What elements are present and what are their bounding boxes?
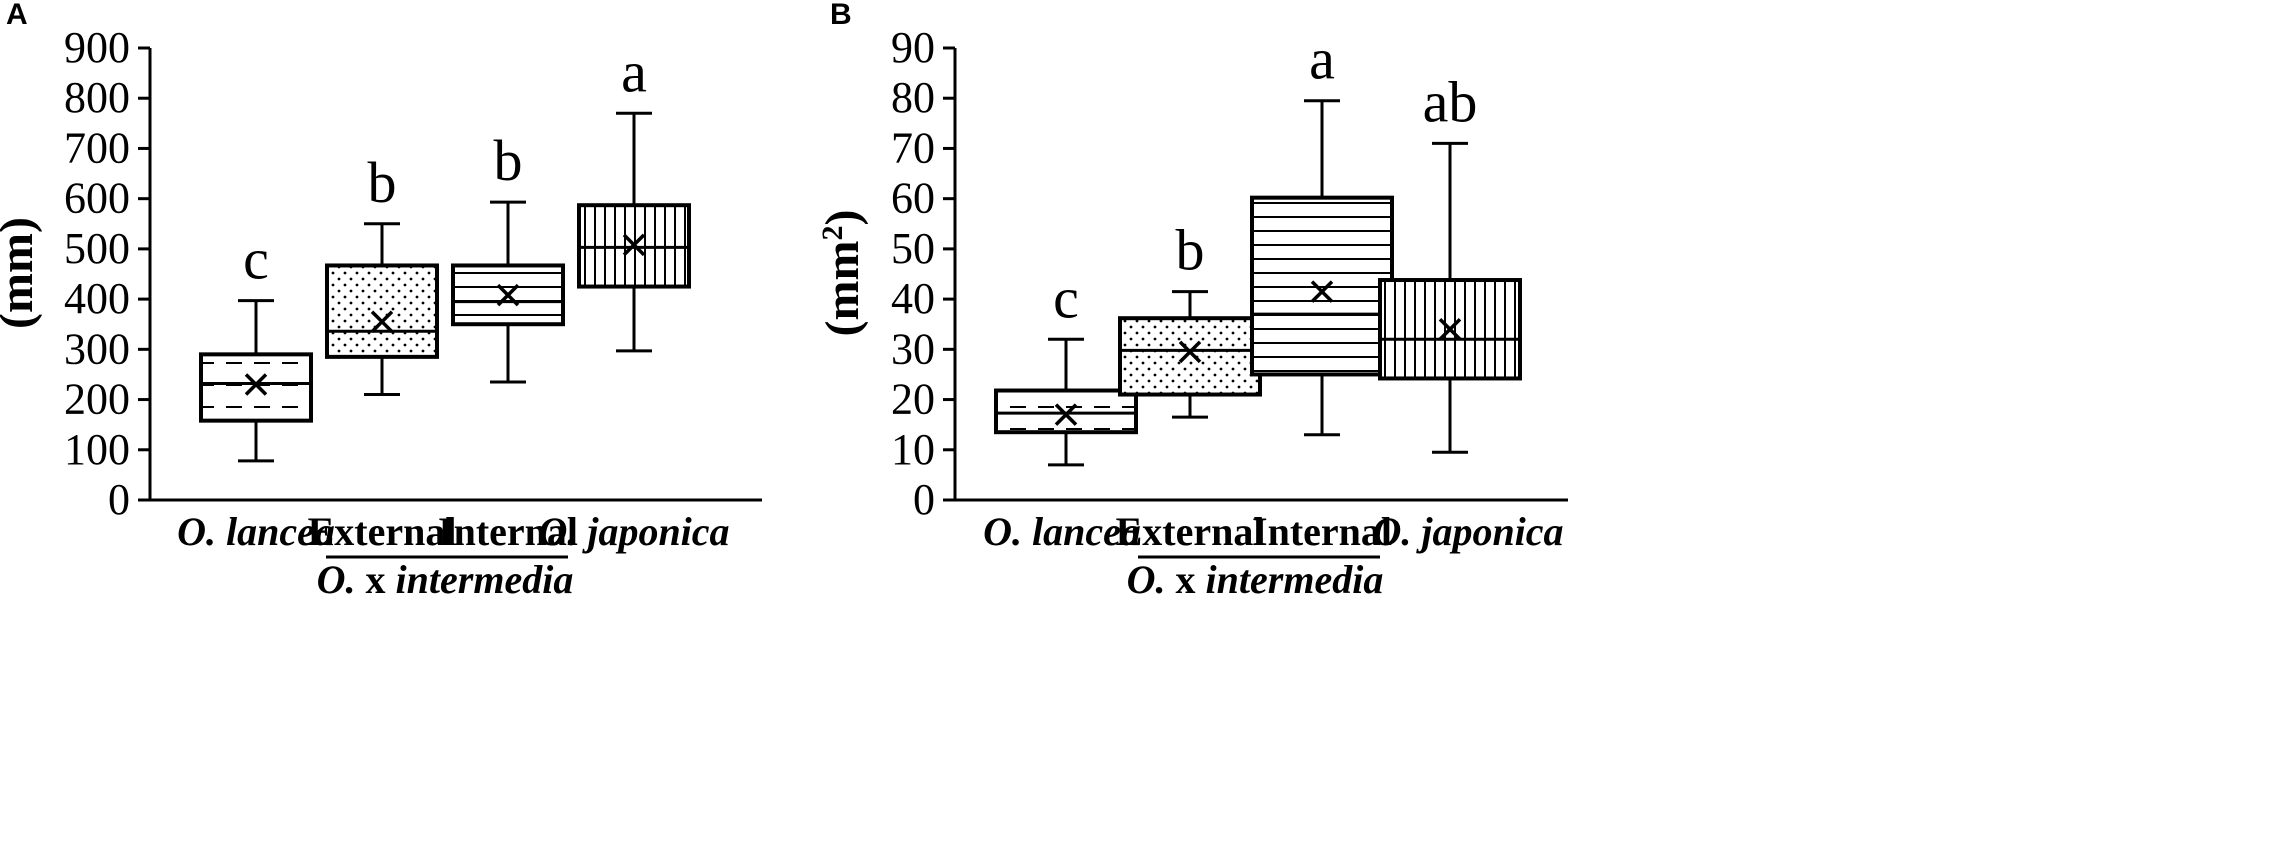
x-tick-labels: O. lancea External Internal O. japonica (983, 509, 1563, 554)
x-tick-label-o-lancea: O. lancea (983, 509, 1141, 554)
x-tick-label-external: External (308, 509, 457, 554)
box-3: a (1250, 27, 1394, 437)
y-tick-label: 80 (891, 73, 935, 122)
group-label: O. x intermedia (1127, 557, 1384, 602)
x-tick-label-o-japonica: O. japonica (538, 509, 729, 554)
y-tick-label: 700 (64, 123, 130, 172)
mean-marker (1438, 318, 1462, 341)
y-tick-label: 0 (108, 475, 130, 524)
iqr-box (199, 352, 313, 423)
box-3: b (451, 128, 565, 384)
significance-letter: c (1053, 265, 1079, 330)
iqr-box (325, 263, 439, 359)
y-tick-label: 10 (891, 425, 935, 474)
y-tick-label: 50 (891, 224, 935, 273)
y-tick-label: 600 (64, 174, 130, 223)
boxes: c b a ab (994, 27, 1522, 467)
significance-letter: ab (1423, 69, 1478, 134)
y-tick-label: 300 (64, 324, 130, 373)
significance-letter: b (368, 150, 397, 215)
y-tick-label: 90 (891, 23, 935, 72)
significance-letter: c (243, 227, 269, 292)
significance-letter: a (1309, 27, 1335, 92)
x-tick-label-external: External (1116, 509, 1265, 554)
y-tick-label: 0 (913, 475, 935, 524)
boxes: c b b a (199, 39, 691, 463)
significance-letter: b (1176, 218, 1205, 283)
box-4: a (577, 39, 691, 353)
x-tick-label-o-lancea: O. lancea (177, 509, 335, 554)
y-tick-label: 100 (64, 425, 130, 474)
iqr-box (1118, 316, 1262, 397)
y-tick-label: 200 (64, 375, 130, 424)
x-tick-label-o-japonica: O. japonica (1372, 509, 1563, 554)
x-tick-label-internal: Internal (438, 509, 578, 554)
x-tick-labels: O. lancea External Internal O. japonica (177, 509, 729, 554)
box-1: c (994, 265, 1138, 467)
mean-marker (1310, 280, 1334, 303)
mean-marker (622, 233, 646, 257)
y-tick-label: 40 (891, 274, 935, 323)
y-tick-label: 900 (64, 23, 130, 72)
y-tick-label: 70 (891, 123, 935, 172)
significance-letter: a (621, 39, 647, 104)
y-axis-label: (mm2) (816, 210, 870, 337)
y-tick-label: 30 (891, 324, 935, 373)
y-tick-label: 500 (64, 224, 130, 273)
box-1: c (199, 227, 313, 463)
panel-letter: A (6, 0, 28, 31)
x-tick-label-internal: Internal (1252, 509, 1392, 554)
box-2: b (1118, 218, 1262, 419)
y-tick-label: 60 (891, 174, 935, 223)
group-label: O. x intermedia (317, 557, 574, 602)
box-4: ab (1378, 69, 1522, 454)
significance-letter: b (494, 128, 523, 193)
y-tick-label: 400 (64, 274, 130, 323)
mean-marker (244, 373, 268, 396)
iqr-box (994, 388, 1138, 435)
mean-marker (496, 283, 520, 307)
mean-marker (1054, 403, 1078, 426)
y-tick-label: 800 (64, 73, 130, 122)
box-2: b (325, 150, 439, 397)
y-axis-label: (mm) (0, 217, 43, 329)
mean-marker (1178, 340, 1202, 364)
mean-marker (370, 310, 394, 333)
y-tick-label: 20 (891, 375, 935, 424)
iqr-box (1250, 195, 1394, 377)
panel-letter: B (830, 0, 852, 31)
